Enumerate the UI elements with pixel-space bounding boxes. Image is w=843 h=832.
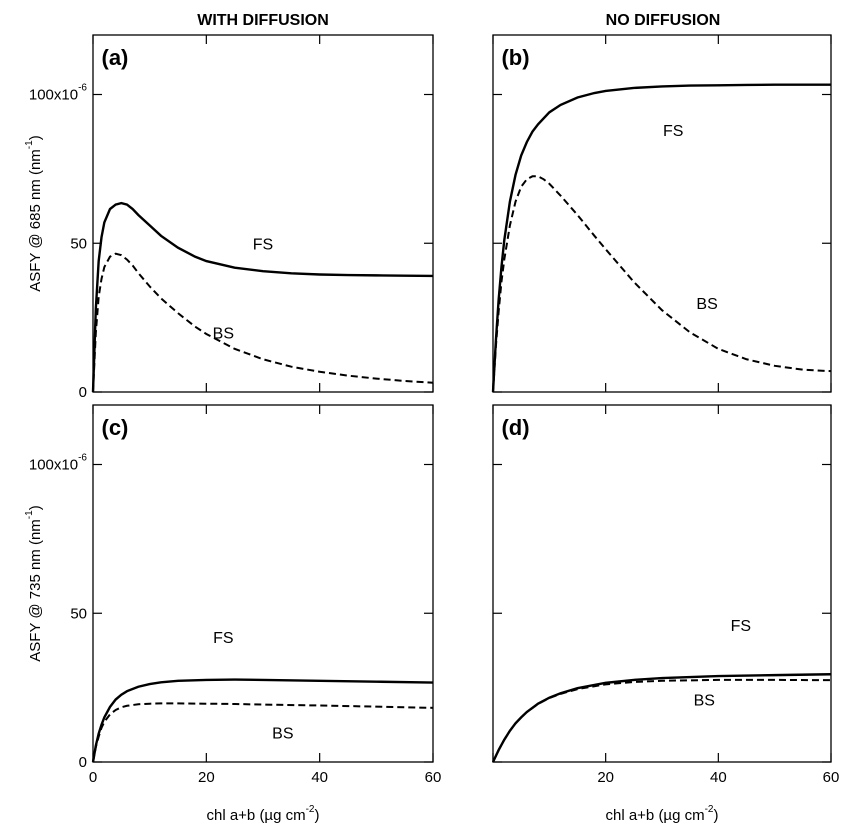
- plot-frame: [92, 404, 434, 763]
- y-axis-label-tail: ): [27, 135, 44, 140]
- y-axis-label: ASFY @ 685 nm (nm-1): [24, 135, 44, 291]
- y-tick-label: 0: [79, 384, 87, 401]
- series-label-bs: BS: [694, 693, 715, 710]
- y-axis-label-base: ASFY @ 685 nm (nm: [27, 149, 44, 292]
- y-tick-label-base: 100x10: [29, 457, 78, 474]
- series-line-bs: [492, 175, 832, 393]
- x-tick-label: 40: [311, 769, 328, 786]
- panel-c: 0 50 100x10-6 0 20 40 60 (c) FS BS ASFY @ 735 nm (…: [24, 404, 442, 824]
- x-tick-label: 60: [425, 769, 442, 786]
- y-axis-label-tail: ): [27, 505, 44, 510]
- x-tick-label: 60: [823, 769, 840, 786]
- x-axis-label-exponent: -2: [306, 804, 315, 815]
- y-axis-label-base: ASFY @ 735 nm (nm: [27, 519, 44, 662]
- x-axis-label: chl a+b (µg cm-2): [206, 804, 319, 824]
- x-axis-label-tail: ): [714, 807, 719, 824]
- y-axis-label-exponent: -1: [24, 140, 35, 149]
- series-line-fs: [91, 201, 434, 393]
- y-tick-label-base: 0: [79, 384, 87, 401]
- x-tick-label: 0: [89, 769, 97, 786]
- y-tick-label-base: 0: [79, 754, 87, 771]
- y-tick-label: 100x10-6: [29, 453, 88, 474]
- panel-a: 0 50 100x10-6 (a) FS BS ASFY @ 685 nm (nm-1): [24, 34, 434, 401]
- y-tick-label-exponent: -6: [78, 453, 87, 464]
- panel-label: (d): [501, 415, 529, 440]
- column-title-with-diffusion: WITH DIFFUSION: [197, 12, 329, 29]
- y-tick-label: 50: [70, 605, 87, 622]
- series-line-fs: [91, 678, 434, 763]
- x-axis-label-exponent: -2: [705, 804, 714, 815]
- series-label-fs: FS: [731, 618, 751, 635]
- x-tick-label: 20: [198, 769, 215, 786]
- panel-b: (b) FS BS: [491, 34, 832, 393]
- y-axis-label: ASFY @ 735 nm (nm-1): [24, 505, 44, 661]
- panel-label: (a): [102, 45, 129, 70]
- x-tick-label: 40: [710, 769, 727, 786]
- panel-label: (b): [501, 45, 529, 70]
- plot-frame: [492, 34, 832, 393]
- panel-d: 20 40 60 (d) FS BS chl a+b (µg cm-2): [491, 404, 840, 824]
- series-label-fs: FS: [253, 236, 273, 253]
- panel-label: (c): [102, 415, 129, 440]
- y-tick-label-base: 50: [70, 605, 87, 622]
- y-tick-label: 0: [79, 754, 87, 771]
- y-tick-label-exponent: -6: [78, 83, 87, 94]
- column-title-no-diffusion: NO DIFFUSION: [606, 12, 721, 29]
- y-tick-label-base: 100x10: [29, 87, 78, 104]
- series-label-fs: FS: [213, 630, 233, 647]
- x-axis-label-base: chl a+b (µg cm: [605, 807, 704, 824]
- series-line-fs: [491, 673, 832, 763]
- plot-frame: [92, 34, 434, 393]
- series-line-fs: [491, 83, 831, 393]
- series-label-bs: BS: [272, 725, 293, 742]
- series-label-bs: BS: [213, 326, 234, 343]
- y-axis-label-exponent: -1: [24, 510, 35, 519]
- series-label-bs: BS: [696, 296, 717, 313]
- series-label-fs: FS: [663, 123, 683, 140]
- x-axis-label-base: chl a+b (µg cm: [206, 807, 305, 824]
- series-line-bs: [492, 678, 832, 763]
- x-axis-label: chl a+b (µg cm-2): [605, 804, 718, 824]
- y-tick-label: 50: [70, 235, 87, 252]
- x-tick-label: 20: [597, 769, 614, 786]
- y-tick-label: 100x10-6: [29, 83, 88, 104]
- y-tick-label-base: 50: [70, 235, 87, 252]
- x-axis-label-tail: ): [315, 807, 320, 824]
- series-line-bs: [92, 702, 434, 763]
- series-line-bs: [92, 252, 434, 393]
- plot-frame: [492, 404, 832, 763]
